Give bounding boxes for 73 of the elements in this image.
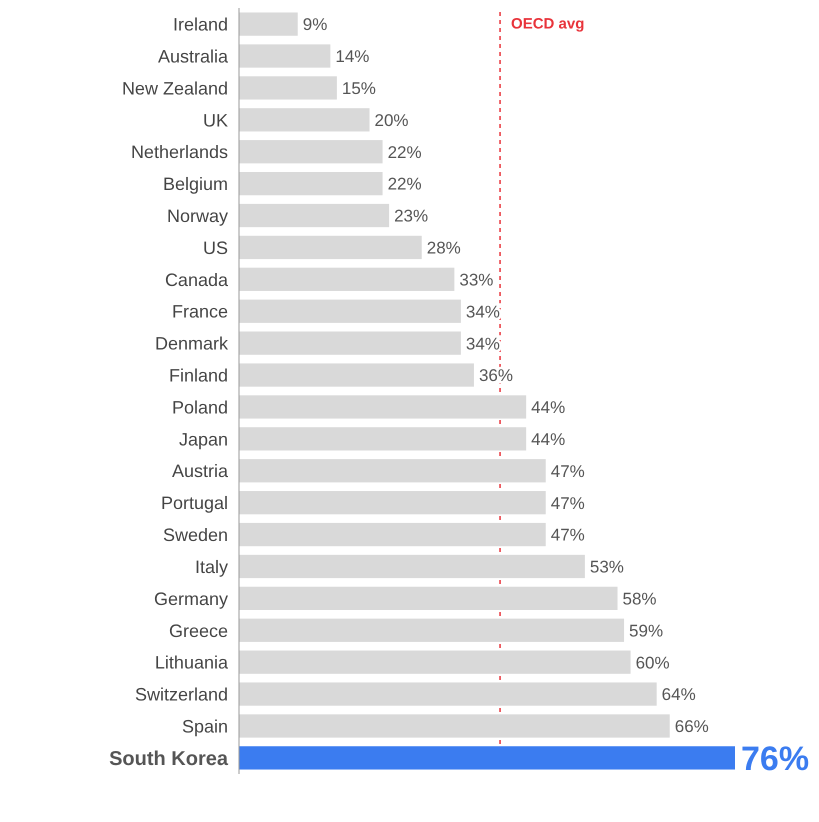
y-tick-label: Italy xyxy=(194,556,228,577)
data-label: 66% xyxy=(674,717,709,736)
bar xyxy=(239,44,330,68)
bar xyxy=(239,618,624,642)
y-tick-label: US xyxy=(202,238,228,258)
data-label: 28% xyxy=(426,238,461,258)
y-tick-label: Norway xyxy=(166,206,228,226)
data-label: 47% xyxy=(550,494,585,513)
data-label: 47% xyxy=(550,462,585,481)
y-tick-label: Australia xyxy=(158,46,229,66)
data-label: 47% xyxy=(550,526,585,545)
data-label: 53% xyxy=(590,558,624,577)
y-tick-label: New Zealand xyxy=(122,78,228,98)
bar xyxy=(239,140,383,164)
y-tick-label: Portugal xyxy=(160,493,228,514)
y-tick-label: Netherlands xyxy=(130,142,228,162)
y-tick-label: Japan xyxy=(178,429,228,450)
data-label: 22% xyxy=(388,174,422,194)
data-label: 15% xyxy=(342,79,376,98)
data-label: 58% xyxy=(622,589,657,608)
y-tick-label: Greece xyxy=(168,620,228,641)
ref-line-label: OECD avg xyxy=(511,15,584,32)
y-tick-label: France xyxy=(172,302,228,322)
bar xyxy=(239,395,526,419)
bar xyxy=(239,554,585,578)
data-label: 33% xyxy=(459,270,494,290)
data-label: 44% xyxy=(531,398,566,418)
bar xyxy=(239,108,370,132)
y-tick-label: Canada xyxy=(164,270,229,290)
y-tick-label: UK xyxy=(202,110,228,130)
y-tick-label: Denmark xyxy=(154,334,229,354)
bar xyxy=(239,236,422,260)
data-label: 9% xyxy=(302,15,328,34)
data-label: 34% xyxy=(466,302,500,322)
data-label: 20% xyxy=(374,110,409,130)
data-label: 60% xyxy=(636,653,670,672)
y-tick-label: South Korea xyxy=(109,748,229,770)
y-tick-label: Switzerland xyxy=(134,684,228,705)
data-label: 64% xyxy=(662,685,696,704)
data-label: 36% xyxy=(478,366,513,386)
y-tick-label: Sweden xyxy=(162,525,228,546)
y-tick-label: Ireland xyxy=(172,14,228,35)
data-label: 22% xyxy=(388,142,422,162)
y-tick-label: Lithuania xyxy=(154,652,229,673)
y-tick-label: Germany xyxy=(154,588,228,609)
bar xyxy=(239,714,670,738)
bar xyxy=(239,204,390,228)
bar xyxy=(239,76,337,100)
y-tick-label: Austria xyxy=(172,461,229,482)
bar xyxy=(239,332,461,355)
bar xyxy=(239,491,546,514)
bar xyxy=(239,682,657,706)
bar xyxy=(239,12,298,36)
data-label: 14% xyxy=(335,47,370,66)
bar xyxy=(239,650,631,674)
bar xyxy=(239,459,546,482)
bar xyxy=(239,300,461,323)
y-tick-label: Poland xyxy=(172,397,228,418)
y-tick-label: Belgium xyxy=(162,174,228,194)
data-label: 23% xyxy=(394,206,428,226)
bar xyxy=(239,427,526,450)
y-tick-label: Finland xyxy=(168,366,228,386)
bar xyxy=(239,268,454,291)
data-label: 34% xyxy=(466,334,500,354)
data-label: 59% xyxy=(629,621,664,640)
data-label: 44% xyxy=(531,430,566,449)
bar xyxy=(239,172,383,196)
bar xyxy=(239,586,618,610)
bar xyxy=(239,363,474,387)
bar xyxy=(239,746,735,770)
y-tick-label: Spain xyxy=(182,716,228,736)
data-label: 76% xyxy=(741,740,810,778)
bar xyxy=(239,522,546,546)
